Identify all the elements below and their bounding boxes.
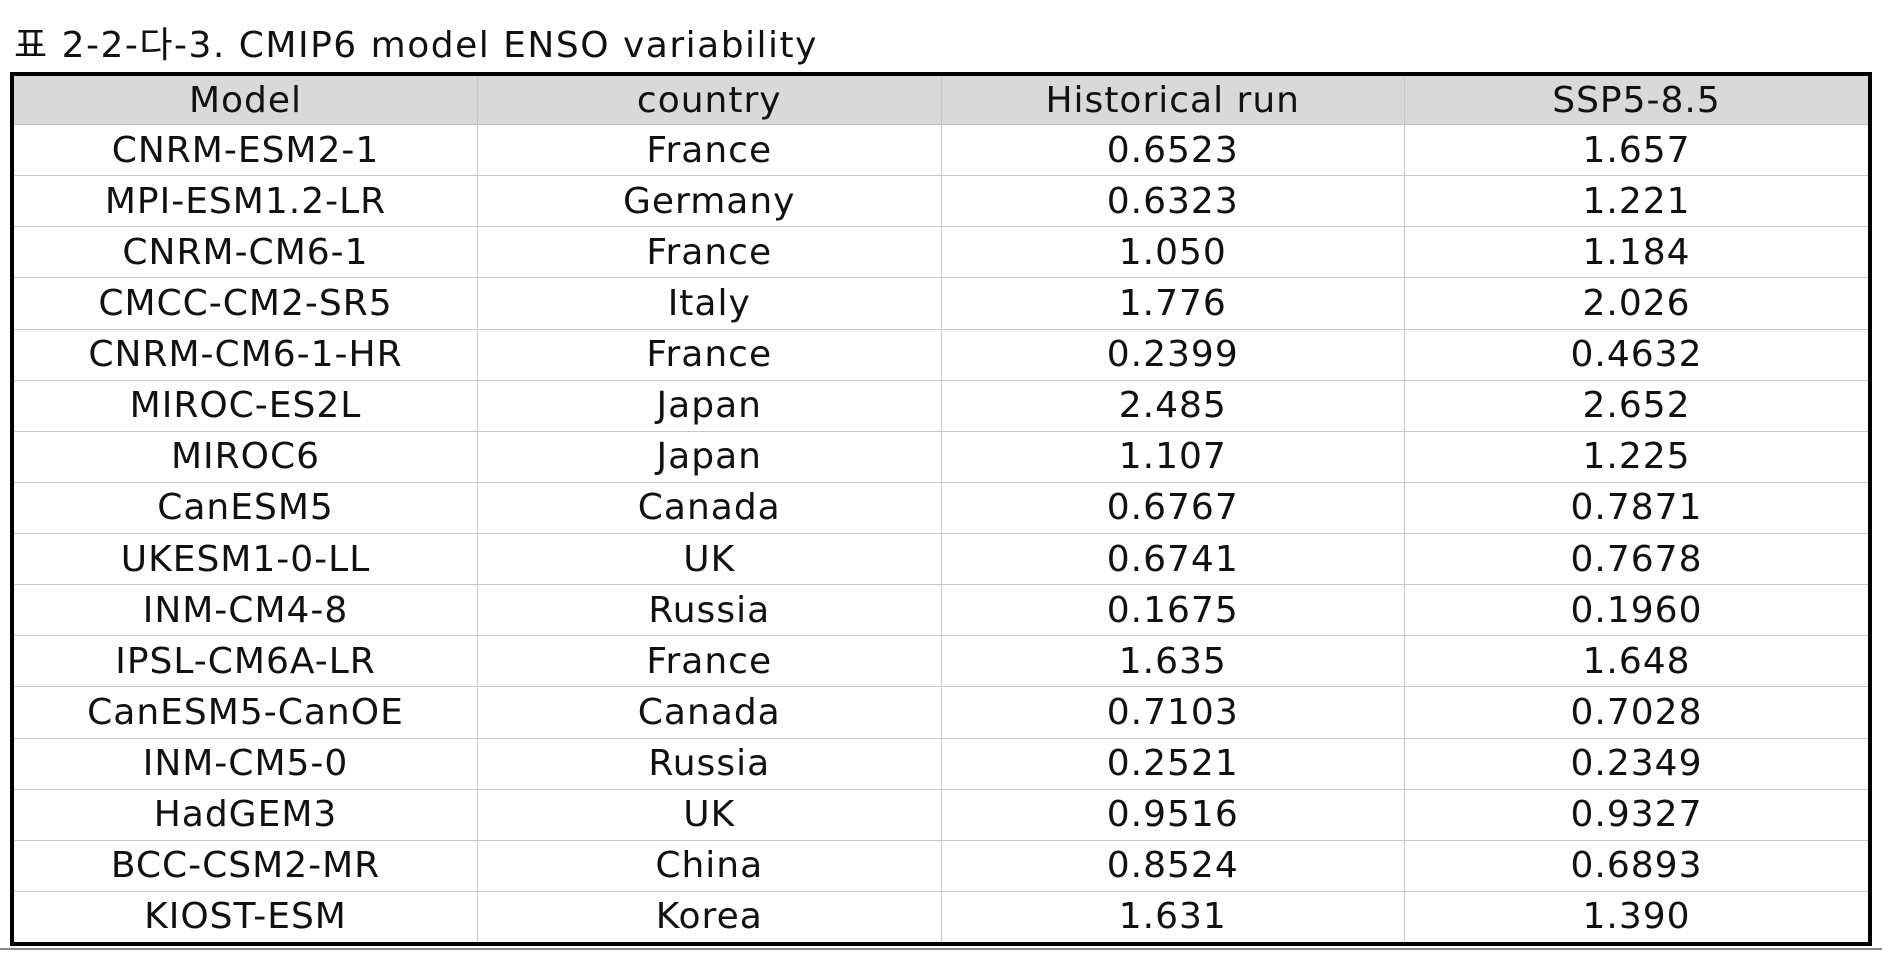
cell-ssp5-8-5: 2.026: [1404, 277, 1868, 330]
cell-historical-run: 0.9516: [940, 788, 1405, 841]
table-row: CNRM-CM6-1 France 1.050 1.184: [14, 226, 1868, 279]
table-row: BCC-CSM2-MR China 0.8524 0.6893: [14, 839, 1868, 892]
cell-country: Canada: [477, 481, 942, 535]
cell-historical-run: 0.1675: [940, 584, 1405, 637]
column-header-ssp5-8-5: SSP5-8.5: [1404, 76, 1868, 125]
column-header-country: country: [477, 76, 942, 125]
cell-country: Italy: [477, 277, 942, 330]
cell-country: France: [477, 226, 942, 279]
cell-model: INM-CM5-0: [14, 737, 478, 790]
cell-ssp5-8-5: 0.7678: [1404, 532, 1868, 586]
enso-variability-table-container: Model country Historical run SSP5-8.5 CN…: [10, 72, 1872, 946]
table-header-row: Model country Historical run SSP5-8.5: [14, 76, 1868, 125]
cell-historical-run: 0.2399: [940, 328, 1405, 381]
cell-country: Japan: [477, 379, 942, 432]
cell-model: MIROC6: [14, 430, 478, 483]
cell-historical-run: 0.6523: [940, 123, 1405, 177]
table-row: MPI-ESM1.2-LR Germany 0.6323 1.221: [14, 175, 1868, 228]
table-row: CNRM-ESM2-1 France 0.6523 1.657: [14, 123, 1868, 177]
table-row: INM-CM4-8 Russia 0.1675 0.1960: [14, 584, 1868, 637]
cell-ssp5-8-5: 0.9327: [1404, 788, 1868, 841]
cell-model: CNRM-CM6-1-HR: [14, 328, 478, 381]
cell-country: UK: [477, 532, 942, 586]
cell-ssp5-8-5: 1.184: [1404, 226, 1868, 279]
cell-historical-run: 0.8524: [940, 839, 1405, 892]
table-caption: 표 2-2-다-3. CMIP6 model ENSO variability: [14, 25, 818, 66]
cell-historical-run: 1.776: [940, 277, 1405, 330]
cell-model: CNRM-CM6-1: [14, 226, 478, 279]
table-row: HadGEM3 UK 0.9516 0.9327: [14, 788, 1868, 841]
table-row: CNRM-CM6-1-HR France 0.2399 0.4632: [14, 328, 1868, 381]
cell-country: Japan: [477, 430, 942, 483]
table-row: INM-CM5-0 Russia 0.2521 0.2349: [14, 737, 1868, 790]
cell-historical-run: 2.485: [940, 379, 1405, 432]
column-header-model: Model: [14, 76, 478, 125]
table-row: IPSL-CM6A-LR France 1.635 1.648: [14, 635, 1868, 688]
cell-ssp5-8-5: 0.6893: [1404, 839, 1868, 892]
cell-country: Canada: [477, 686, 942, 739]
table-row: UKESM1-0-LL UK 0.6741 0.7678: [14, 532, 1868, 586]
cell-ssp5-8-5: 2.652: [1404, 379, 1868, 432]
enso-variability-table: Model country Historical run SSP5-8.5 CN…: [14, 76, 1868, 942]
cell-country: France: [477, 123, 942, 177]
cell-model: CanESM5: [14, 481, 478, 535]
cell-ssp5-8-5: 1.221: [1404, 175, 1868, 228]
cell-historical-run: 0.2521: [940, 737, 1405, 790]
page-bottom-rule: [0, 948, 1882, 950]
cell-model: CanESM5-CanOE: [14, 686, 478, 739]
cell-model: CMCC-CM2-SR5: [14, 277, 478, 330]
table-row: CanESM5-CanOE Canada 0.7103 0.7028: [14, 686, 1868, 739]
table-row: KIOST-ESM Korea 1.631 1.390: [14, 890, 1868, 942]
cell-historical-run: 1.631: [940, 890, 1405, 942]
cell-historical-run: 0.7103: [940, 686, 1405, 739]
cell-model: MPI-ESM1.2-LR: [14, 175, 478, 228]
cell-model: INM-CM4-8: [14, 584, 478, 637]
cell-historical-run: 0.6767: [940, 481, 1405, 535]
cell-ssp5-8-5: 0.4632: [1404, 328, 1868, 381]
cell-model: IPSL-CM6A-LR: [14, 635, 478, 688]
table-row: MIROC-ES2L Japan 2.485 2.652: [14, 379, 1868, 432]
cell-ssp5-8-5: 0.7028: [1404, 686, 1868, 739]
cell-ssp5-8-5: 1.390: [1404, 890, 1868, 942]
cell-country: Korea: [477, 890, 942, 942]
cell-country: Russia: [477, 584, 942, 637]
cell-ssp5-8-5: 1.648: [1404, 635, 1868, 688]
cell-model: MIROC-ES2L: [14, 379, 478, 432]
cell-model: BCC-CSM2-MR: [14, 839, 478, 892]
cell-model: UKESM1-0-LL: [14, 532, 478, 586]
cell-ssp5-8-5: 0.7871: [1404, 481, 1868, 535]
cell-historical-run: 1.635: [940, 635, 1405, 688]
column-header-historical-run: Historical run: [940, 76, 1405, 125]
cell-model: KIOST-ESM: [14, 890, 478, 942]
table-row: CanESM5 Canada 0.6767 0.7871: [14, 481, 1868, 535]
cell-country: China: [477, 839, 942, 892]
cell-country: Germany: [477, 175, 942, 228]
cell-historical-run: 0.6741: [940, 532, 1405, 586]
cell-historical-run: 1.107: [940, 430, 1405, 483]
cell-ssp5-8-5: 1.225: [1404, 430, 1868, 483]
cell-historical-run: 0.6323: [940, 175, 1405, 228]
cell-country: France: [477, 635, 942, 688]
cell-historical-run: 1.050: [940, 226, 1405, 279]
cell-country: France: [477, 328, 942, 381]
cell-ssp5-8-5: 1.657: [1404, 123, 1868, 177]
cell-model: HadGEM3: [14, 788, 478, 841]
cell-country: Russia: [477, 737, 942, 790]
cell-ssp5-8-5: 0.2349: [1404, 737, 1868, 790]
cell-model: CNRM-ESM2-1: [14, 123, 478, 177]
table-row: MIROC6 Japan 1.107 1.225: [14, 430, 1868, 483]
table-row: CMCC-CM2-SR5 Italy 1.776 2.026: [14, 277, 1868, 330]
cell-ssp5-8-5: 0.1960: [1404, 584, 1868, 637]
cell-country: UK: [477, 788, 942, 841]
